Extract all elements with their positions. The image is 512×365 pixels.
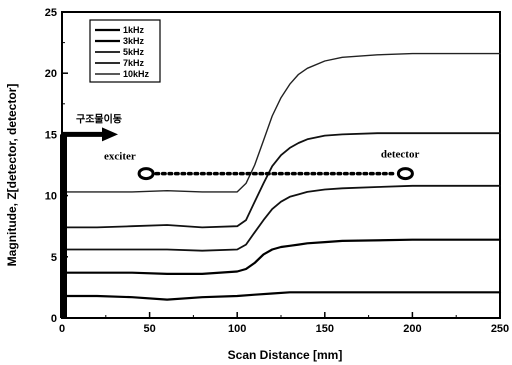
x-tick-label: 150 (316, 323, 334, 335)
x-axis-title: Scan Distance [mm] (228, 348, 343, 362)
series-line-7kHz (61, 132, 501, 229)
series-line-3kHz (60, 238, 502, 275)
y-tick-label: 20 (45, 68, 57, 80)
y-tick-label: 15 (45, 129, 57, 141)
y-tick-label: 25 (45, 7, 57, 19)
x-tick-label: 100 (228, 323, 246, 335)
legend-label: 3kHz (123, 36, 145, 46)
y-tick-label: 0 (51, 313, 57, 325)
y-axis-title: Magnitude, Z[detector, detector] (5, 84, 19, 267)
series-line-10kHz (61, 52, 501, 193)
legend-label: 10kHz (123, 69, 150, 79)
legend-label: 1kHz (123, 25, 145, 35)
legend-label: 7kHz (123, 58, 145, 68)
exciter-label: exciter (104, 151, 136, 163)
exciter-coil (137, 167, 155, 181)
x-tick-label: 250 (491, 323, 509, 335)
structure-bar (60, 134, 67, 318)
series-line-1kHz (60, 291, 502, 301)
movement-label: 구조물이동 (76, 112, 122, 125)
detector-label: detector (381, 149, 420, 161)
y-tick-label: 5 (51, 252, 57, 264)
x-tick-label: 50 (143, 323, 155, 335)
x-tick-label: 200 (403, 323, 421, 335)
series-line-5kHz (61, 184, 501, 252)
detector-coil (396, 167, 414, 181)
movement-arrow-head (102, 127, 118, 142)
y-tick-label: 10 (45, 191, 57, 203)
x-tick-label: 0 (59, 323, 65, 335)
legend-label: 5kHz (123, 47, 145, 57)
